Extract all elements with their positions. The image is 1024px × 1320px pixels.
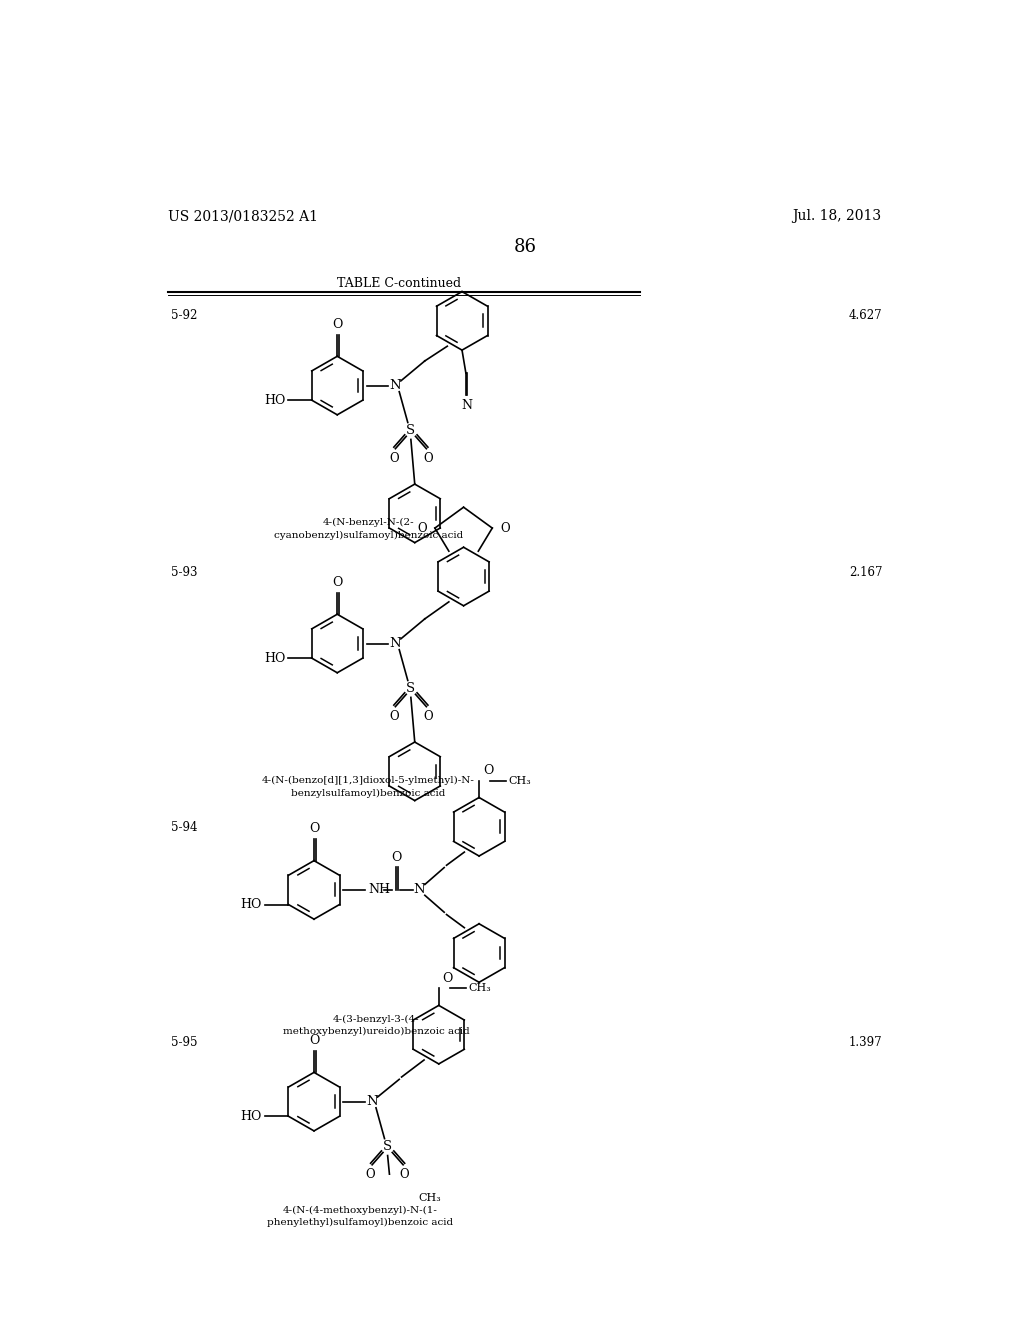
Text: N: N xyxy=(461,399,472,412)
Text: 1.397: 1.397 xyxy=(849,1036,883,1049)
Text: O: O xyxy=(442,973,453,985)
Text: 4-(3-benzyl-3-(4-
methoxybenzyl)ureido)benzoic acid: 4-(3-benzyl-3-(4- methoxybenzyl)ureido)b… xyxy=(283,1015,469,1036)
Text: 5-92: 5-92 xyxy=(171,309,197,322)
Text: O: O xyxy=(389,710,398,723)
Text: N: N xyxy=(367,1096,378,1109)
Text: O: O xyxy=(309,822,319,836)
Text: 4-(N-(4-methoxybenzyl)-N-(1-
phenylethyl)sulfamoyl)benzoic acid: 4-(N-(4-methoxybenzyl)-N-(1- phenylethyl… xyxy=(267,1205,454,1228)
Text: HO: HO xyxy=(264,393,286,407)
Text: S: S xyxy=(383,1139,392,1152)
Text: HO: HO xyxy=(241,1110,262,1123)
Text: 5-93: 5-93 xyxy=(171,566,198,579)
Text: O: O xyxy=(332,576,342,589)
Text: S: S xyxy=(407,424,416,437)
Text: 5-95: 5-95 xyxy=(171,1036,198,1049)
Text: O: O xyxy=(399,1168,410,1181)
Text: 4-(N-benzyl-N-(2-
cyanobenzyl)sulfamoyl)benzoic acid: 4-(N-benzyl-N-(2- cyanobenzyl)sulfamoyl)… xyxy=(273,517,463,540)
Text: 5-94: 5-94 xyxy=(171,821,198,834)
Text: Jul. 18, 2013: Jul. 18, 2013 xyxy=(793,209,882,223)
Text: 4.627: 4.627 xyxy=(849,309,883,322)
Text: O: O xyxy=(392,850,402,863)
Text: O: O xyxy=(483,764,494,777)
Text: 86: 86 xyxy=(513,238,537,256)
Text: TABLE C-continued: TABLE C-continued xyxy=(337,277,462,290)
Text: O: O xyxy=(332,318,342,331)
Text: O: O xyxy=(418,521,427,535)
Text: O: O xyxy=(389,451,398,465)
Text: O: O xyxy=(309,1034,319,1047)
Text: N: N xyxy=(414,883,425,896)
Text: 4-(N-(benzo[d][1,3]dioxol-5-ylmethyl)-N-
benzylsulfamoyl)benzoic acid: 4-(N-(benzo[d][1,3]dioxol-5-ylmethyl)-N-… xyxy=(262,776,475,797)
Text: O: O xyxy=(423,710,433,723)
Text: US 2013/0183252 A1: US 2013/0183252 A1 xyxy=(168,209,318,223)
Text: O: O xyxy=(423,451,433,465)
Text: CH₃: CH₃ xyxy=(468,983,490,994)
Text: N: N xyxy=(389,379,401,392)
Text: O: O xyxy=(366,1168,376,1181)
Text: HO: HO xyxy=(241,898,262,911)
Text: CH₃: CH₃ xyxy=(509,776,531,785)
Text: N: N xyxy=(389,638,401,649)
Text: O: O xyxy=(500,521,510,535)
Text: 2.167: 2.167 xyxy=(849,566,883,579)
Text: HO: HO xyxy=(264,652,286,665)
Text: S: S xyxy=(407,681,416,694)
Text: CH₃: CH₃ xyxy=(419,1193,441,1203)
Text: NH: NH xyxy=(369,883,390,896)
